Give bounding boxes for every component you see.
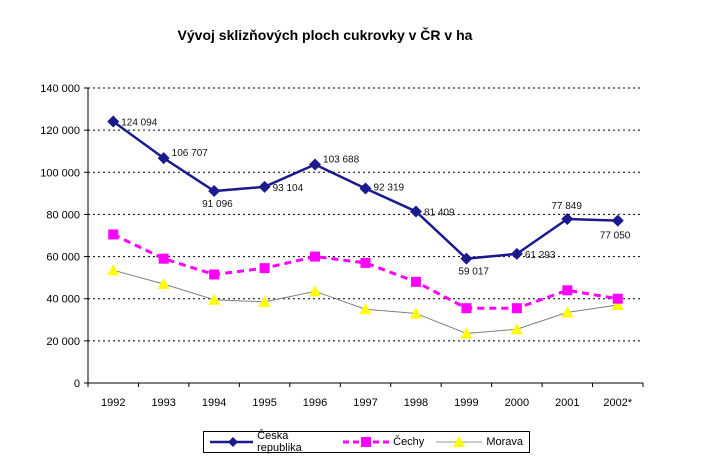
marker-diamond xyxy=(359,182,372,195)
marker-diamond xyxy=(107,115,120,128)
marker-triangle xyxy=(107,264,120,276)
data-label: 106 707 xyxy=(172,148,209,159)
x-tick-label: 1996 xyxy=(303,397,327,409)
series-line-2 xyxy=(113,269,618,334)
marker-diamond xyxy=(258,180,271,193)
marker-diamond xyxy=(409,205,422,218)
x-tick-label: 1995 xyxy=(252,397,276,409)
marker-triangle xyxy=(460,327,473,339)
marker-diamond xyxy=(309,158,322,171)
legend-swatch-ceska-republika xyxy=(210,437,254,447)
chart-title: Vývoj sklizňových ploch cukrovky v ČR v … xyxy=(177,27,473,43)
legend-item-cechy: Čechy xyxy=(343,436,424,448)
series-line-1 xyxy=(112,233,619,310)
marker-diamond xyxy=(510,247,523,260)
marker-triangle xyxy=(258,295,271,307)
marker-triangle xyxy=(157,277,170,289)
data-label: 77 849 xyxy=(551,201,582,212)
data-label: 59 017 xyxy=(458,267,489,278)
x-tick-label: 1992 xyxy=(101,397,125,409)
legend-label-ceska-republika: Česká republika xyxy=(257,430,302,454)
marker-triangle xyxy=(309,285,322,297)
marker-triangle xyxy=(359,303,372,315)
x-tick-label: 1998 xyxy=(404,397,428,409)
marker-diamond xyxy=(561,212,574,225)
marker-diamond xyxy=(208,185,221,198)
marker-square xyxy=(511,303,522,314)
x-tick-label: 1994 xyxy=(202,397,226,409)
y-tick-label: 60 000 xyxy=(46,252,80,264)
x-tick-label: 1999 xyxy=(454,397,478,409)
marker-diamond xyxy=(460,252,473,265)
marker-triangle xyxy=(611,299,624,311)
data-label: 103 688 xyxy=(323,155,360,166)
x-tick-label: 2000 xyxy=(505,397,529,409)
marker-square xyxy=(360,257,371,268)
x-tick-label: 1993 xyxy=(151,397,175,409)
x-tick-label: 2002* xyxy=(603,397,632,409)
x-tick-label: 1997 xyxy=(353,397,377,409)
marker-diamond xyxy=(611,214,624,227)
data-label: 61 293 xyxy=(525,250,556,261)
legend-swatch-morava xyxy=(436,436,483,447)
y-tick-label: 20 000 xyxy=(46,336,80,348)
y-tick-label: 40 000 xyxy=(46,294,80,306)
legend-swatch-cechy xyxy=(343,437,390,447)
data-label: 77 050 xyxy=(600,231,631,242)
y-tick-label: 80 000 xyxy=(46,209,80,221)
marker-square xyxy=(410,276,421,287)
data-label: 92 319 xyxy=(374,182,405,193)
marker-square xyxy=(461,303,472,314)
marker-square xyxy=(612,293,623,304)
data-label: 124 094 xyxy=(121,118,158,129)
marker-triangle xyxy=(561,306,574,318)
data-label: 91 096 xyxy=(202,199,233,210)
x-tick-label: 2001 xyxy=(555,397,579,409)
y-tick-label: 120 000 xyxy=(40,125,80,137)
marker-square xyxy=(259,263,270,274)
legend: Česká republika Čechy Morava xyxy=(203,430,530,454)
marker-square xyxy=(158,253,169,264)
marker-square xyxy=(562,285,573,296)
marker-triangle xyxy=(510,323,523,335)
marker-square xyxy=(108,229,119,240)
legend-item-morava: Morava xyxy=(436,436,523,448)
legend-label-cechy: Čechy xyxy=(393,436,425,448)
marker-triangle xyxy=(409,307,422,319)
data-label: 81 409 xyxy=(424,207,455,218)
legend-item-ceska-republika: Česká republika xyxy=(210,430,331,454)
marker-square xyxy=(310,251,321,262)
marker-diamond xyxy=(157,152,170,165)
y-tick-label: 140 000 xyxy=(40,83,80,95)
data-label: 93 104 xyxy=(273,183,304,194)
y-tick-label: 0 xyxy=(74,378,80,390)
legend-label-morava: Morava xyxy=(486,436,523,448)
marker-square xyxy=(209,269,220,280)
y-tick-label: 100 000 xyxy=(40,167,80,179)
marker-triangle xyxy=(208,293,221,305)
